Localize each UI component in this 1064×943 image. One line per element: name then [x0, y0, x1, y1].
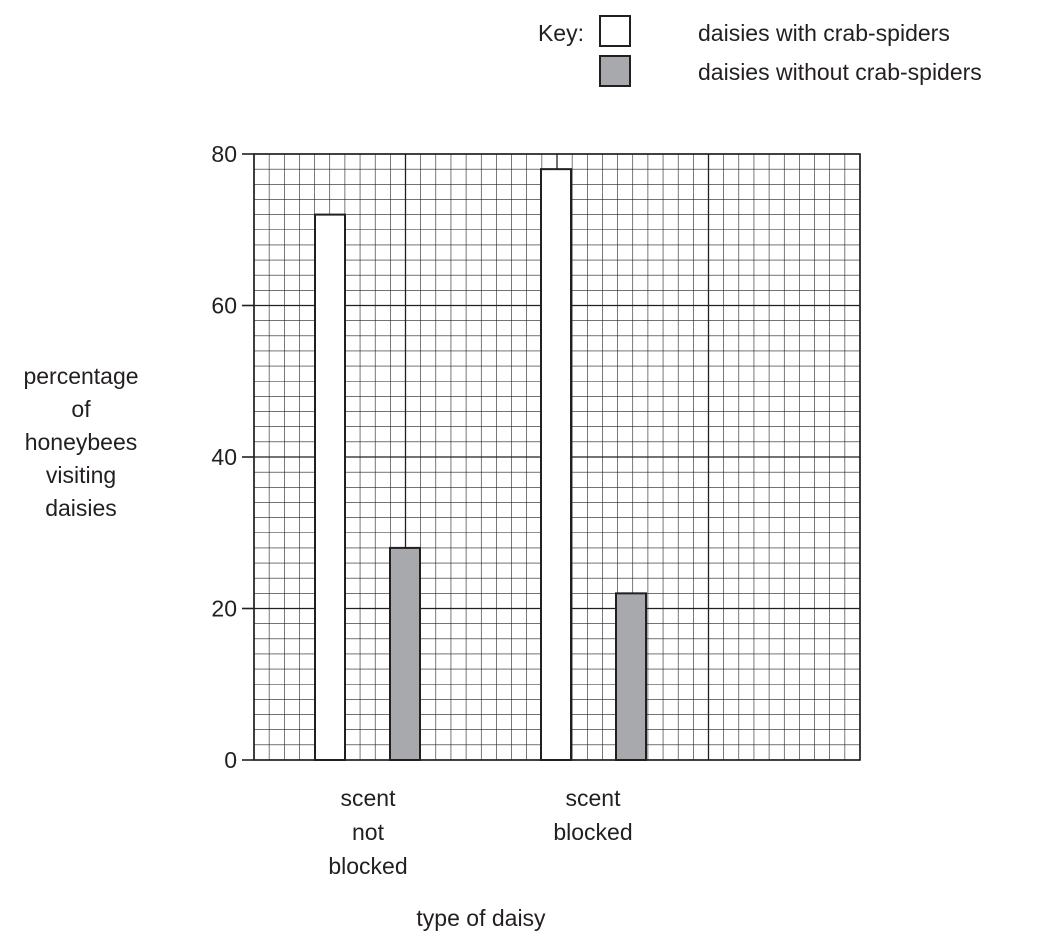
legend-swatch-with-crab-spiders [599, 15, 631, 47]
bar-with-crab-spiders-0 [314, 213, 346, 762]
x-axis-label: type of daisy [416, 905, 546, 931]
y-tick-label: 40 [211, 444, 237, 470]
y-axis-ticks: 0 20 40 60 80 [211, 141, 254, 773]
y-axis-label-line: of [71, 396, 91, 422]
y-tick-label: 20 [211, 596, 237, 622]
y-axis-label-line: honeybees [25, 429, 138, 455]
category-label-line: not [352, 819, 385, 845]
category-label-line: blocked [328, 853, 407, 879]
category-label-line: blocked [553, 819, 632, 845]
category-label-line: scent [566, 785, 622, 811]
y-axis-label-line: daisies [45, 495, 117, 521]
y-axis-label: percentage of honeybees visiting daisies [23, 363, 138, 521]
bar-without-crab-spiders-0 [389, 546, 421, 762]
legend-label-with-crab-spiders: daisies with crab-spiders [698, 20, 950, 46]
legend: Key: daisies with crab-spiders daisies w… [538, 15, 982, 87]
y-tick-label: 60 [211, 293, 237, 319]
legend-swatch-without-crab-spiders [599, 55, 631, 87]
legend-label-without-crab-spiders: daisies without crab-spiders [698, 59, 982, 85]
bars [314, 168, 647, 762]
y-tick-label: 80 [211, 141, 237, 167]
y-tick-label: 0 [224, 747, 237, 773]
legend-title: Key: [538, 20, 584, 46]
bar-with-crab-spiders-1 [540, 168, 572, 761]
category-label-line: scent [341, 785, 397, 811]
bar-without-crab-spiders-1 [615, 592, 647, 761]
y-axis-label-line: visiting [46, 462, 116, 488]
x-axis-categories: scent not blocked scent blocked [328, 785, 632, 879]
y-axis-label-line: percentage [23, 363, 138, 389]
